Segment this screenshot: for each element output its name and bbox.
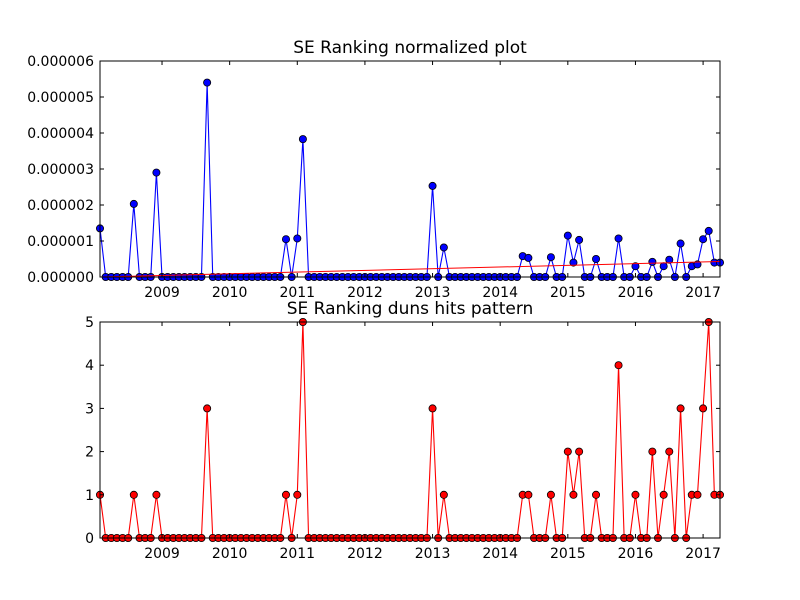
duns-data-point xyxy=(699,404,708,413)
normalized-data-point xyxy=(524,253,533,262)
normalized-ytick-label: 0.000000 xyxy=(27,270,94,286)
normalized-data-point xyxy=(203,78,212,87)
duns-xtick-label: 2017 xyxy=(685,546,721,562)
normalized-data-point xyxy=(546,253,555,262)
duns-ytick-label: 1 xyxy=(85,488,94,504)
normalized-data-point xyxy=(665,255,674,264)
duns-data-point xyxy=(439,490,448,499)
normalized-data-point xyxy=(298,135,307,144)
duns-data-point xyxy=(575,447,584,456)
duns-data-point xyxy=(152,490,161,499)
normalized-ytick-label: 0.000004 xyxy=(27,126,94,142)
duns-xtick-label: 2014 xyxy=(482,546,518,562)
normalized-xtick-label: 2011 xyxy=(279,285,315,301)
duns-data-point xyxy=(569,490,578,499)
normalized-data-point xyxy=(428,181,437,190)
duns-data-point xyxy=(524,490,533,499)
normalized-data-point xyxy=(281,235,290,244)
normalized-data-point xyxy=(631,262,640,271)
normalized-data-point xyxy=(129,199,138,208)
normalized-data-point xyxy=(569,258,578,267)
normalized-data-point xyxy=(676,239,685,248)
normalized-xtick-label: 2017 xyxy=(685,285,721,301)
duns-ytick-label: 3 xyxy=(85,401,94,417)
duns-xtick-label: 2009 xyxy=(144,546,180,562)
duns-data-point xyxy=(631,490,640,499)
normalized-ytick-label: 0.000002 xyxy=(27,198,94,214)
duns-data-point xyxy=(592,490,601,499)
normalized-ytick-label: 0.000001 xyxy=(27,234,94,250)
duns-data-point xyxy=(546,490,555,499)
duns-xtick-label: 2010 xyxy=(212,546,248,562)
normalized-data-point xyxy=(563,231,572,240)
duns-xtick-label: 2016 xyxy=(618,546,654,562)
normalized-data-point xyxy=(648,257,657,266)
normalized-trend-series xyxy=(99,261,721,278)
normalized-ytick-label: 0.000003 xyxy=(27,162,94,178)
duns-data-point xyxy=(563,447,572,456)
duns-hits-chart: SE Ranking duns hits pattern 0 1 2 3 4 5 2009 20… xyxy=(85,299,725,562)
normalized-data-point xyxy=(152,168,161,177)
duns-data-point xyxy=(428,404,437,413)
normalized-xtick-label: 2013 xyxy=(415,285,451,301)
duns-ytick-label: 4 xyxy=(85,358,94,374)
duns-data-point xyxy=(693,490,702,499)
normalized-plot-chart: SE Ranking normalized plot 0.000000 0.0000… xyxy=(27,38,725,301)
duns-ytick-label: 2 xyxy=(85,445,94,461)
normalized-data-point xyxy=(699,235,708,244)
normalized-xtick-label: 2014 xyxy=(482,285,518,301)
normalized-data-point xyxy=(704,226,713,235)
normalized-xtick-label: 2010 xyxy=(212,285,248,301)
normalized-data-point xyxy=(575,235,584,244)
duns-data-point xyxy=(129,490,138,499)
duns-axes-frame xyxy=(99,321,721,539)
normalized-ytick-label: 0.000005 xyxy=(27,90,94,106)
normalized-data-point xyxy=(659,262,668,271)
normalized-data-point xyxy=(439,243,448,252)
duns-data-point xyxy=(659,490,668,499)
normalized-xtick-label: 2009 xyxy=(144,285,180,301)
normalized-data-point xyxy=(592,254,601,263)
duns-ytick-label: 5 xyxy=(85,315,94,331)
normalized-xtick-label: 2012 xyxy=(347,285,383,301)
duns-ytick-label: 0 xyxy=(85,531,94,547)
duns-data-point xyxy=(203,404,212,413)
normalized-ytick-label: 0.000006 xyxy=(27,54,94,70)
normalized-trend-line xyxy=(99,261,721,278)
duns-xtick-label: 2011 xyxy=(279,546,315,562)
normalized-xtick-label: 2015 xyxy=(550,285,586,301)
duns-data-point xyxy=(614,361,623,370)
duns-data-point xyxy=(293,490,302,499)
normalized-data-point xyxy=(614,234,623,243)
normalized-data-point xyxy=(293,234,302,243)
duns-data-point xyxy=(676,404,685,413)
duns-data-point xyxy=(665,447,674,456)
duns-chart-title: SE Ranking duns hits pattern xyxy=(287,299,534,319)
duns-data-point xyxy=(281,490,290,499)
duns-xtick-label: 2013 xyxy=(415,546,451,562)
normalized-xtick-label: 2016 xyxy=(618,285,654,301)
normalized-chart-title: SE Ranking normalized plot xyxy=(293,38,527,58)
duns-data-point xyxy=(648,447,657,456)
duns-xtick-label: 2012 xyxy=(347,546,383,562)
duns-xtick-label: 2015 xyxy=(550,546,586,562)
